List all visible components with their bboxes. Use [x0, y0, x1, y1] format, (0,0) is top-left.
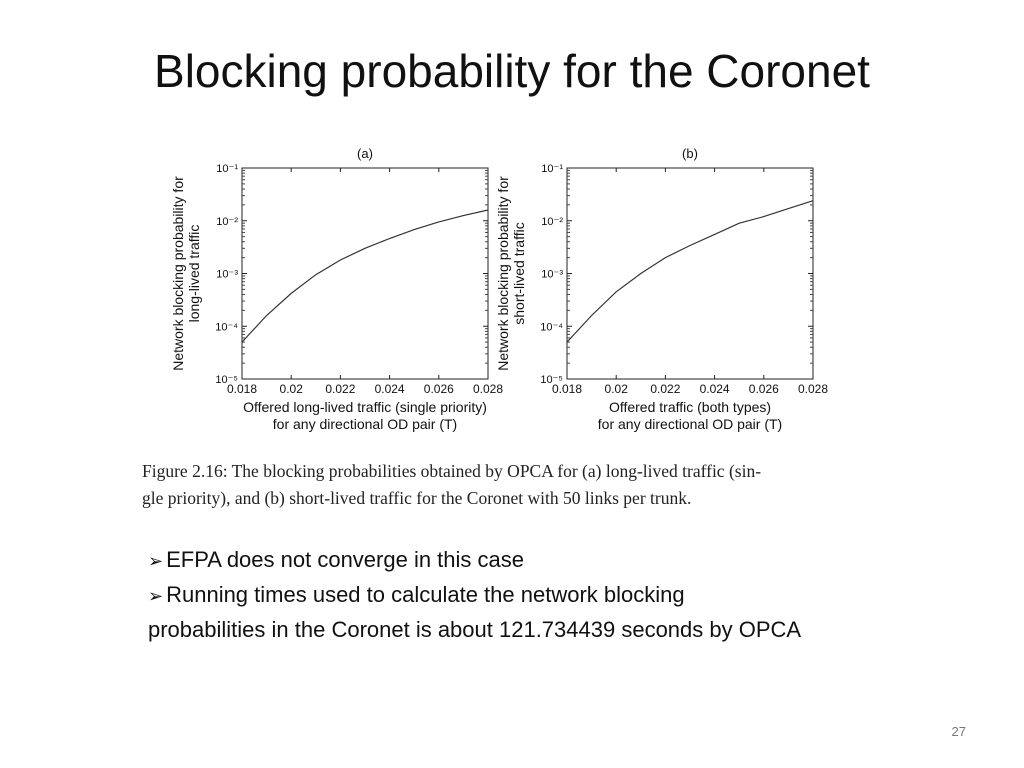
x-tick-label: 0.018 [227, 382, 257, 396]
caption-line-2: gle priority), and (b) short-lived traff… [142, 488, 692, 508]
chart-b: (b) 0.018 0.02 0.022 0.024 0.026 0.028 10⁻¹ 10⁻²… [495, 146, 828, 432]
y-tick-label: 10⁻⁴ [215, 321, 238, 333]
x-tick-label: 0.028 [473, 382, 503, 396]
caption-line-1: Figure 2.16: The blocking probabilities … [142, 461, 762, 481]
x-axis-label: for any directional OD pair (T) [598, 416, 782, 432]
y-tick-label: 10⁻⁵ [540, 374, 563, 386]
y-axis-label-line: long-lived traffic [186, 225, 202, 323]
plot-frame [241, 167, 489, 380]
chart-title: (b) [682, 146, 698, 161]
y-axis-label: Network blocking probability forshort-li… [495, 176, 527, 371]
x-tick-label: 0.02 [605, 382, 629, 396]
y-tick-label: 10⁻⁴ [540, 321, 563, 333]
y-tick-label: 10⁻² [216, 216, 238, 228]
slide-title: Blocking probability for the Coronet [154, 45, 870, 97]
chart-a: (a) 0.018 0.02 0.022 0.024 0.026 0.028 10⁻¹ 10⁻²… [170, 146, 503, 432]
bullet-efpa-text: EFPA does not converge in this case [166, 547, 525, 572]
x-tick-label: 0.028 [798, 382, 828, 396]
bullet-running-times: ➢ Running times used to calculate the net… [148, 578, 948, 613]
bullet-efpa: ➢ EFPA does not converge in this case [148, 543, 948, 578]
bullet-running-times-text: Running times used to calculate the netw… [166, 582, 685, 607]
page-number: 27 [951, 724, 966, 739]
x-tick-label: 0.018 [552, 382, 582, 396]
x-tick-label: 0.024 [700, 382, 730, 396]
bullet-running-times-cont: probabilities in the Coronet is about 12… [148, 617, 802, 642]
series-line [241, 209, 489, 343]
x-axis-label: for any directional OD pair (T) [273, 416, 457, 432]
x-axis-label: Offered traffic (both types) [609, 399, 771, 415]
y-axis-label-line: Network blocking probability for [170, 176, 186, 371]
arrow-bullet-icon: ➢ [148, 586, 164, 606]
y-tick-label: 10⁻¹ [216, 163, 238, 175]
x-tick-label: 0.02 [280, 382, 304, 396]
y-axis-label-line: Network blocking probability for [495, 176, 511, 371]
x-axis-label: Offered long-lived traffic (single prior… [243, 399, 487, 415]
x-tick-label: 0.022 [650, 382, 680, 396]
y-tick-label: 10⁻⁵ [215, 374, 238, 386]
bullet-list: ➢ EFPA does not converge in this case ➢ Ru… [148, 543, 948, 647]
figure-caption: Figure 2.16: The blocking probabilities … [142, 458, 902, 512]
series-line [566, 200, 814, 343]
y-axis-label: Network blocking probability forlong-liv… [170, 176, 202, 371]
x-tick-label: 0.026 [424, 382, 454, 396]
y-tick-label: 10⁻³ [216, 269, 238, 281]
x-tick-label: 0.026 [749, 382, 779, 396]
y-tick-label: 10⁻² [541, 216, 563, 228]
y-axis-label-line: short-lived traffic [511, 222, 527, 324]
figure-2-16: (a) 0.018 0.02 0.022 0.024 0.026 0.028 10⁻¹ 10⁻²… [170, 146, 828, 432]
x-tick-label: 0.024 [375, 382, 405, 396]
y-tick-label: 10⁻³ [541, 269, 563, 281]
plot-frame [566, 167, 814, 380]
chart-title: (a) [357, 146, 373, 161]
arrow-bullet-icon: ➢ [148, 551, 164, 571]
y-tick-label: 10⁻¹ [541, 163, 563, 175]
x-tick-label: 0.022 [325, 382, 355, 396]
